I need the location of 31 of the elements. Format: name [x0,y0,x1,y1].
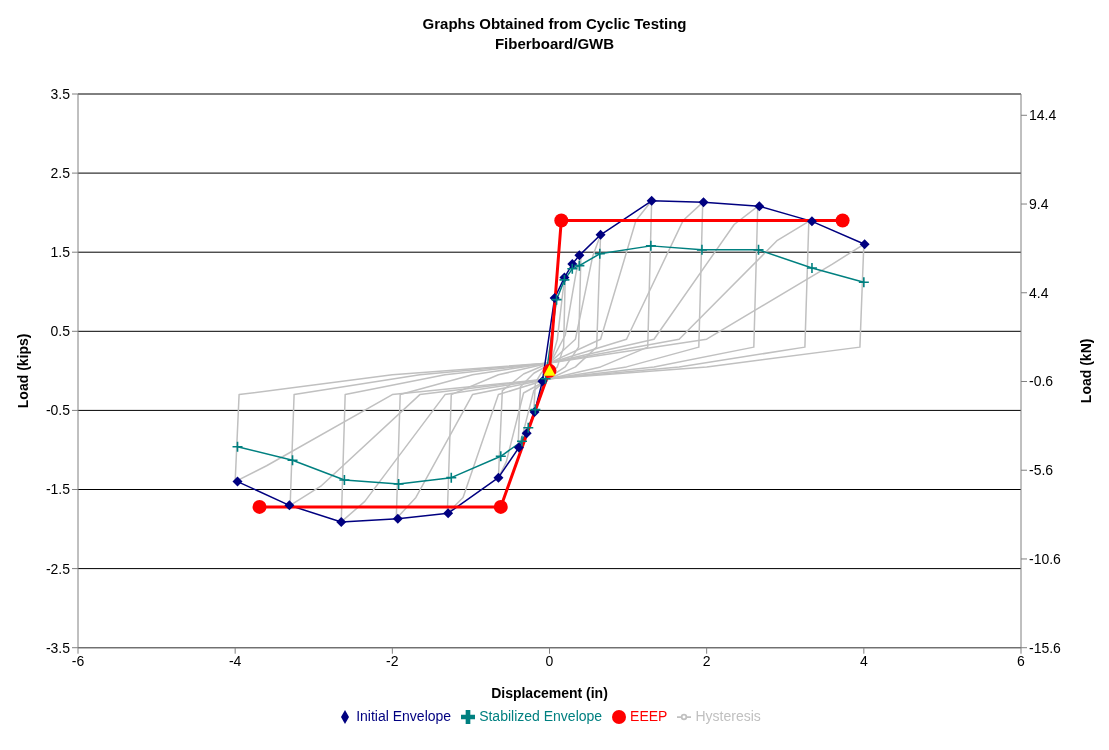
y-tick-label: 2.5 [50,165,71,182]
y2-tick-label: 14.4 [1029,107,1057,124]
y2-tick-label: -5.6 [1029,462,1054,479]
y2-tick-label: 4.4 [1029,284,1049,301]
y2-tick-label: -0.6 [1029,373,1054,390]
y-axis-title: Load (kips) [14,333,31,409]
x-tick-label: 6 [1017,652,1026,669]
y-tick-label: 1.5 [50,244,71,261]
y-tick-label: -1.5 [45,481,71,498]
chart-title: Graphs Obtained from Cyclic Testing [421,14,688,34]
x-tick-label: 2 [702,652,711,669]
y-tick-label: -3.5 [45,639,71,656]
y2-tick-label: -15.6 [1029,639,1062,656]
x-tick-label: -6 [71,652,85,669]
x-tick-label: 4 [859,652,868,669]
chart-subtitle: Fiberboard/GWB [493,34,616,54]
y-tick-label: 3.5 [50,85,71,102]
y-tick-label: -0.5 [45,402,71,419]
legend-label: EEEP [630,707,668,724]
legend-label: Hysteresis [695,707,761,724]
x-tick-label: -4 [228,652,242,669]
x-axis-title: Displacement (in) [491,684,608,701]
y2-tick-label: 9.4 [1029,196,1049,212]
x-tick-label: -2 [386,652,399,669]
y2-axis-title: Load (kN) [1077,338,1094,404]
x-tick-label: 0 [545,652,554,669]
y-tick-label: 0.5 [50,323,71,340]
legend-label: Initial Envelope [356,707,452,724]
y2-tick-label: -10.6 [1029,550,1062,567]
legend-label: Stabilized Envelope [479,707,603,724]
y-tick-label: -2.5 [45,560,71,577]
